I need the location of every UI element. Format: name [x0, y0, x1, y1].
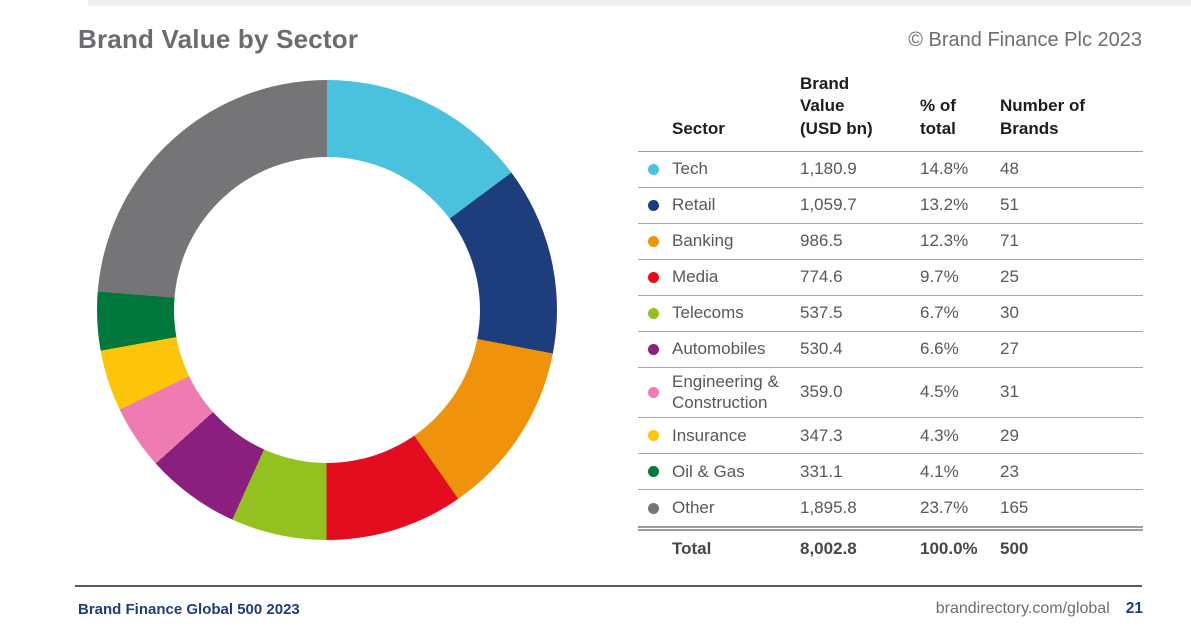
table-row: Tech 1,180.9 14.8% 48 — [638, 152, 1143, 188]
sector-name-cell: Telecoms — [672, 303, 744, 323]
number-of-brands-cell: 30 — [1000, 303, 1019, 323]
sector-name-cell: Automobiles — [672, 339, 766, 359]
sector-name-cell: Media — [672, 267, 719, 287]
pct-of-total-cell: 13.2% — [920, 195, 969, 215]
bullet-cell — [638, 466, 672, 478]
footer-url-link[interactable]: brandirectory.com/global — [935, 600, 1110, 617]
pct-of-total-cell: 12.3% — [920, 231, 969, 251]
sector-name-cell: Tech — [672, 159, 708, 179]
bullet-cell — [638, 200, 672, 211]
number-of-brands-cell: 23 — [1000, 461, 1019, 481]
number-of-brands-cell: 71 — [1000, 231, 1019, 251]
brand-value-cell: 986.5 — [800, 231, 843, 251]
brand-value-cell: 1,895.8 — [800, 498, 857, 518]
brand-value-cell: 1,059.7 — [800, 195, 857, 215]
table-header-row: Sector Brand Value (USD bn) % of total N… — [638, 70, 1143, 152]
brand-value-cell: 774.6 — [800, 267, 843, 287]
sector-color-dot-icon — [648, 344, 659, 355]
table-row: Banking 986.5 12.3% 71 — [638, 224, 1143, 260]
sector-color-dot-icon — [648, 502, 659, 514]
bullet-cell — [638, 164, 672, 175]
table-row: Insurance 347.3 4.3% 29 — [638, 418, 1143, 455]
col-header-pct-of-total: % of total — [920, 96, 956, 138]
top-accent-bar — [88, 0, 1191, 6]
bullet-cell — [638, 236, 672, 247]
footer-divider-line — [75, 585, 1142, 587]
page-number: 21 — [1125, 600, 1143, 617]
sector-name-cell: Banking — [672, 231, 734, 251]
sector-color-dot-icon — [648, 272, 659, 283]
sector-color-dot-icon — [648, 430, 659, 442]
sector-color-dot-icon — [648, 466, 659, 478]
sector-name-cell: Insurance — [672, 425, 747, 445]
sector-name-cell: Retail — [672, 195, 716, 215]
sector-color-dot-icon — [648, 164, 659, 175]
table-row: Telecoms 537.5 6.7% 30 — [638, 296, 1143, 332]
table-row: Retail 1,059.7 13.2% 51 — [638, 188, 1143, 224]
sector-color-dot-icon — [648, 236, 659, 247]
bullet-cell — [638, 387, 672, 399]
page-title: Brand Value by Sector — [78, 24, 359, 54]
table-row: Media 774.6 9.7% 25 — [638, 260, 1143, 296]
pct-of-total-cell: 6.7% — [920, 303, 959, 323]
number-of-brands-cell: 48 — [1000, 159, 1019, 179]
total-label: Total — [672, 538, 712, 558]
bullet-cell — [638, 344, 672, 355]
total-brand-value: 8,002.8 — [800, 538, 857, 558]
col-header-number-of-brands: Number of Brands — [1000, 96, 1085, 138]
brand-value-cell: 359.0 — [800, 382, 843, 402]
pct-of-total-cell: 6.6% — [920, 339, 959, 359]
number-of-brands-cell: 51 — [1000, 195, 1019, 215]
sector-name-cell: Other — [672, 498, 715, 518]
pct-of-total-cell: 14.8% — [920, 159, 969, 179]
table-body: Tech 1,180.9 14.8% 48 Retail 1,059.7 13.… — [638, 152, 1143, 526]
sector-color-dot-icon — [648, 308, 659, 319]
total-number-of-brands: 500 — [1000, 538, 1029, 558]
donut-chart — [97, 80, 557, 540]
footer-right-group: brandirectory.com/global 21 — [936, 600, 1143, 618]
bullet-cell — [638, 272, 672, 283]
col-header-brand-value: Brand Value (USD bn) — [800, 73, 873, 138]
bullet-cell — [638, 308, 672, 319]
brand-value-cell: 537.5 — [800, 303, 843, 323]
sector-name-cell: Engineering & Construction — [672, 372, 779, 412]
number-of-brands-cell: 165 — [1000, 498, 1029, 518]
pct-of-total-cell: 23.7% — [920, 498, 969, 518]
number-of-brands-cell: 31 — [1000, 382, 1019, 402]
number-of-brands-cell: 29 — [1000, 425, 1019, 445]
pct-of-total-cell: 9.7% — [920, 267, 959, 287]
pct-of-total-cell: 4.1% — [920, 461, 959, 481]
total-pct: 100.0% — [920, 538, 978, 558]
pct-of-total-cell: 4.3% — [920, 425, 959, 445]
brand-value-cell: 1,180.9 — [800, 159, 857, 179]
table-total-row: Total 8,002.8 100.0% 500 — [638, 526, 1143, 566]
col-header-sector: Sector — [672, 118, 725, 138]
copyright-text: © Brand Finance Plc 2023 — [908, 29, 1142, 51]
bullet-cell — [638, 502, 672, 514]
table-row: Other 1,895.8 23.7% 165 — [638, 490, 1143, 526]
sector-color-dot-icon — [648, 387, 659, 399]
brand-value-cell: 331.1 — [800, 461, 843, 481]
sector-color-dot-icon — [648, 200, 659, 211]
bullet-cell — [638, 430, 672, 442]
table-row: Automobiles 530.4 6.6% 27 — [638, 332, 1143, 368]
number-of-brands-cell: 25 — [1000, 267, 1019, 287]
footer-report-title: Brand Finance Global 500 2023 — [78, 601, 300, 618]
sector-name-cell: Oil & Gas — [672, 461, 745, 481]
table-row: Oil & Gas 331.1 4.1% 23 — [638, 454, 1143, 491]
table-row: Engineering & Construction 359.0 4.5% 31 — [638, 368, 1143, 419]
pct-of-total-cell: 4.5% — [920, 382, 959, 402]
sector-table: Sector Brand Value (USD bn) % of total N… — [638, 70, 1143, 566]
brand-value-cell: 530.4 — [800, 339, 843, 359]
donut-hole — [174, 157, 480, 463]
brand-value-cell: 347.3 — [800, 425, 843, 445]
number-of-brands-cell: 27 — [1000, 339, 1019, 359]
